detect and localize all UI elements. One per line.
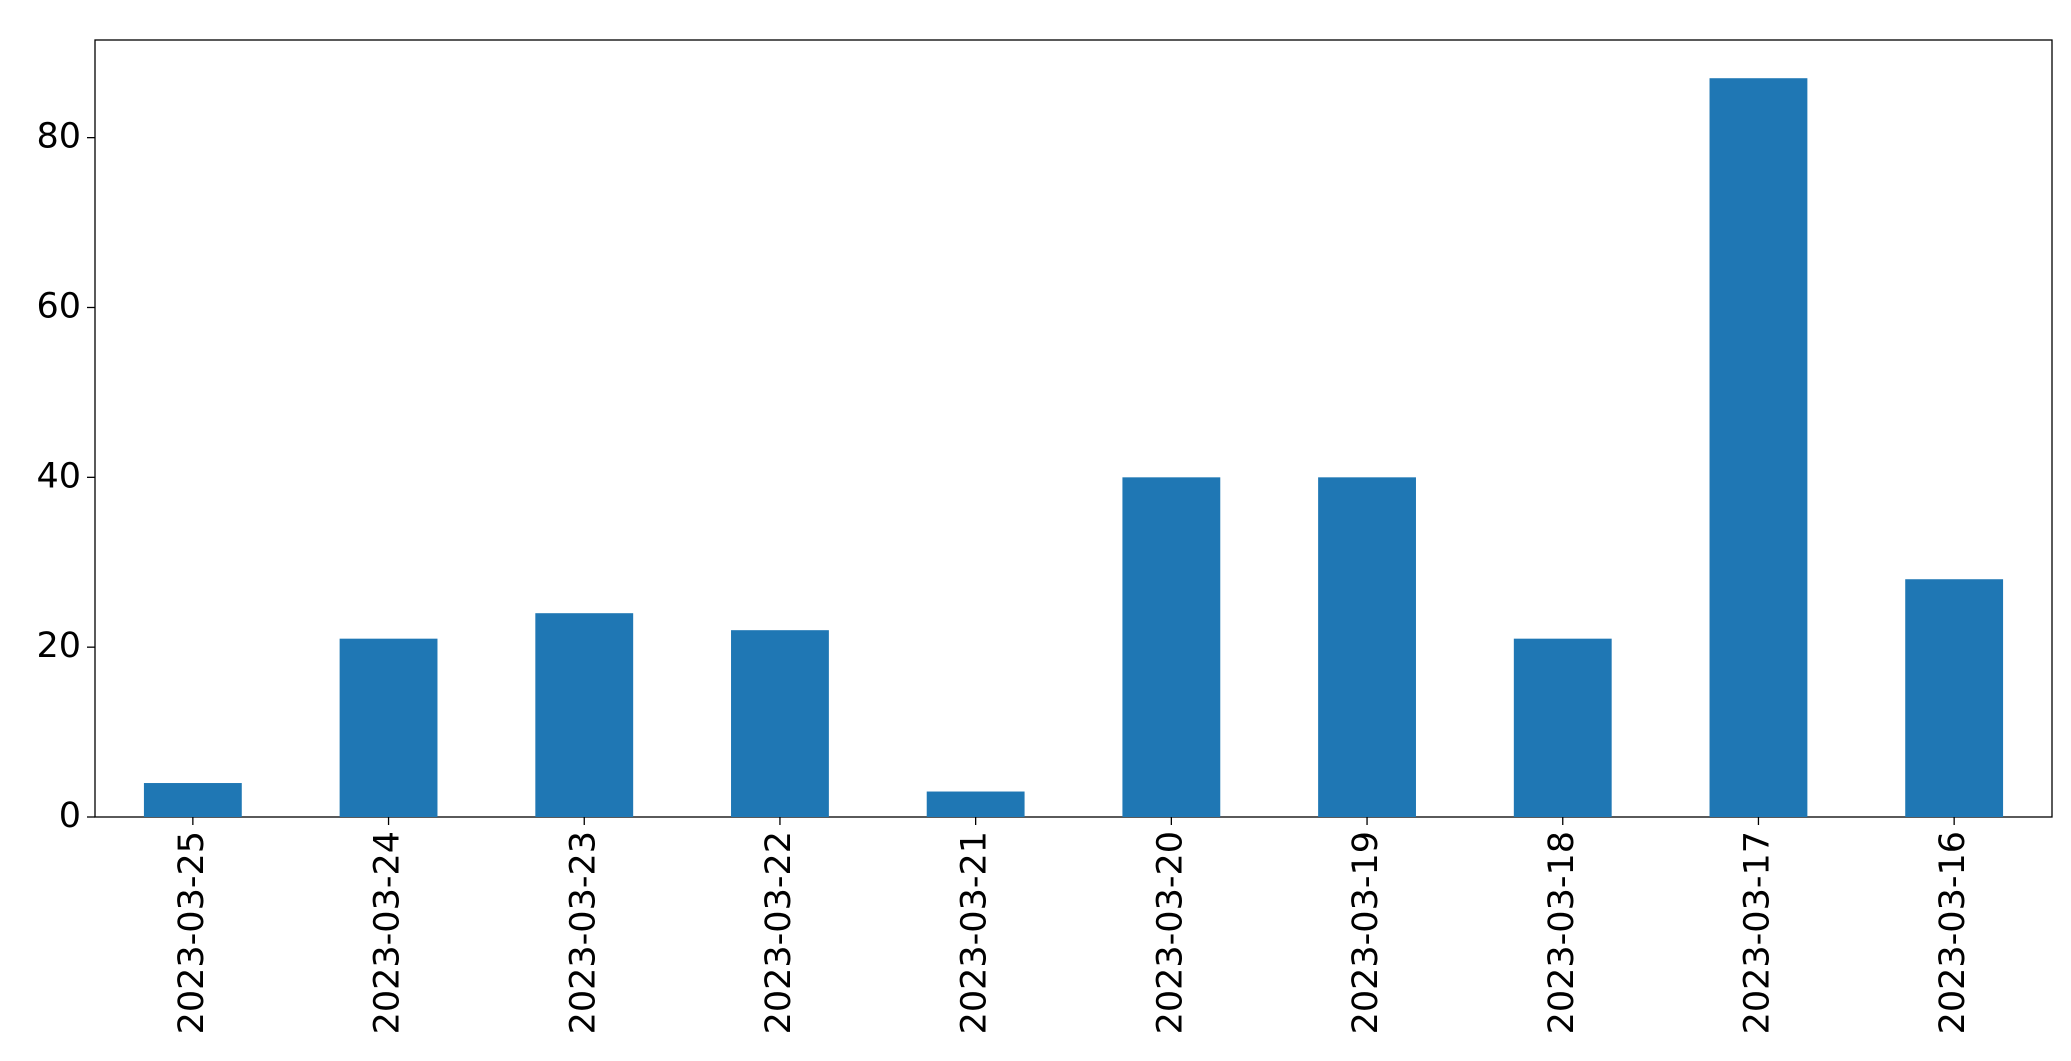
bar bbox=[1513, 638, 1612, 817]
x-tick-label: 2023-03-17 bbox=[1737, 831, 1777, 1034]
bar bbox=[1122, 477, 1221, 817]
x-tick-label: 2023-03-16 bbox=[1933, 831, 1973, 1034]
x-tick-label: 2023-03-25 bbox=[172, 831, 212, 1034]
x-tick-label: 2023-03-23 bbox=[563, 831, 603, 1034]
bar bbox=[731, 630, 829, 817]
bar bbox=[143, 783, 242, 817]
y-tick-label: 60 bbox=[36, 286, 81, 326]
y-tick-label: 0 bbox=[59, 796, 81, 836]
x-tick-label: 2023-03-22 bbox=[759, 831, 799, 1034]
x-tick-label: 2023-03-19 bbox=[1346, 831, 1386, 1034]
bar bbox=[339, 638, 438, 817]
x-tick-label: 2023-03-20 bbox=[1150, 831, 1190, 1034]
x-tick-label: 2023-03-18 bbox=[1542, 831, 1582, 1034]
y-tick-label: 20 bbox=[36, 626, 81, 666]
bar bbox=[1318, 477, 1416, 817]
x-tick-label: 2023-03-21 bbox=[955, 831, 995, 1034]
y-tick-label: 80 bbox=[36, 117, 81, 157]
plot-frame bbox=[94, 39, 2053, 818]
bar bbox=[1905, 579, 2004, 817]
bar bbox=[1709, 78, 1808, 817]
x-tick-label: 2023-03-24 bbox=[368, 831, 408, 1034]
bar bbox=[926, 791, 1025, 817]
y-tick-label: 40 bbox=[36, 456, 81, 496]
bar bbox=[535, 613, 634, 817]
